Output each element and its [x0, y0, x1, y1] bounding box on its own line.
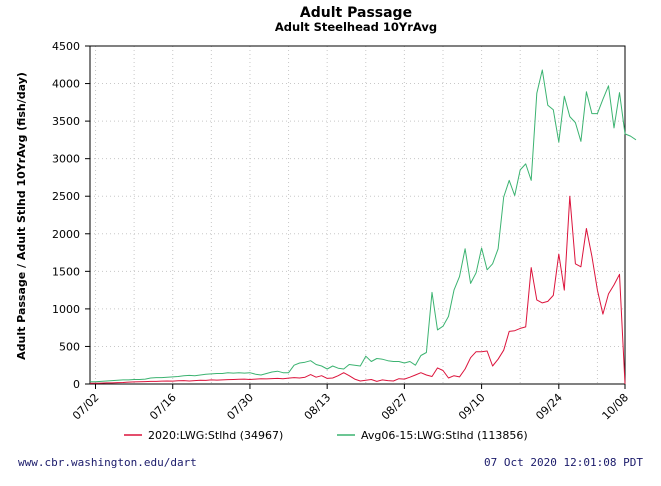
- series-lines: [90, 69, 637, 385]
- legend-label-2020: 2020:LWG:Stlhd (34967): [148, 429, 283, 442]
- y-tick-label: 3000: [52, 153, 80, 166]
- x-tick-label: 10/08: [600, 391, 632, 423]
- x-axis: 07/02 07/16 07/30 08/13 08/27 09/10 09/24 10/08: [70, 384, 631, 423]
- x-tick-label: 07/30: [224, 391, 256, 423]
- chart-subtitle: Adult Steelhead 10YrAvg: [275, 20, 437, 34]
- y-tick-label: 4000: [52, 78, 80, 91]
- y-tick-label: 3500: [52, 115, 80, 128]
- chart-title: Adult Passage: [300, 5, 412, 21]
- x-tick-label: 08/13: [302, 391, 334, 423]
- y-axis-label: Adult Passage / Adult Stlhd 10YrAvg (fis…: [15, 72, 28, 360]
- x-tick-label: 07/16: [147, 391, 179, 423]
- y-tick-label: 2500: [52, 190, 80, 203]
- y-tick-label: 0: [73, 378, 80, 391]
- series-line-1: [90, 69, 637, 383]
- footer-timestamp: 07 Oct 2020 12:01:08 PDT: [484, 456, 643, 469]
- series-line-0: [90, 195, 626, 385]
- legend: 2020:LWG:Stlhd (34967) Avg06-15:LWG:Stlh…: [124, 429, 528, 442]
- y-axis: 0 500 1000 1500 2000 2500 3000 3500 4000 4500: [52, 40, 90, 391]
- x-tick-label: 08/27: [379, 391, 411, 423]
- x-tick-label: 09/24: [533, 391, 565, 423]
- y-tick-label: 4500: [52, 40, 80, 53]
- grid-lines: [90, 46, 625, 384]
- footer-url: www.cbr.washington.edu/dart: [18, 456, 197, 469]
- x-tick-label: 09/10: [456, 391, 488, 423]
- x-tick-label: 07/02: [70, 391, 102, 423]
- legend-label-avg: Avg06-15:LWG:Stlhd (113856): [361, 429, 528, 442]
- y-tick-label: 2000: [52, 228, 80, 241]
- y-tick-label: 500: [59, 340, 80, 353]
- y-tick-label: 1000: [52, 303, 80, 316]
- y-tick-label: 1500: [52, 265, 80, 278]
- plot-area: [89, 45, 626, 385]
